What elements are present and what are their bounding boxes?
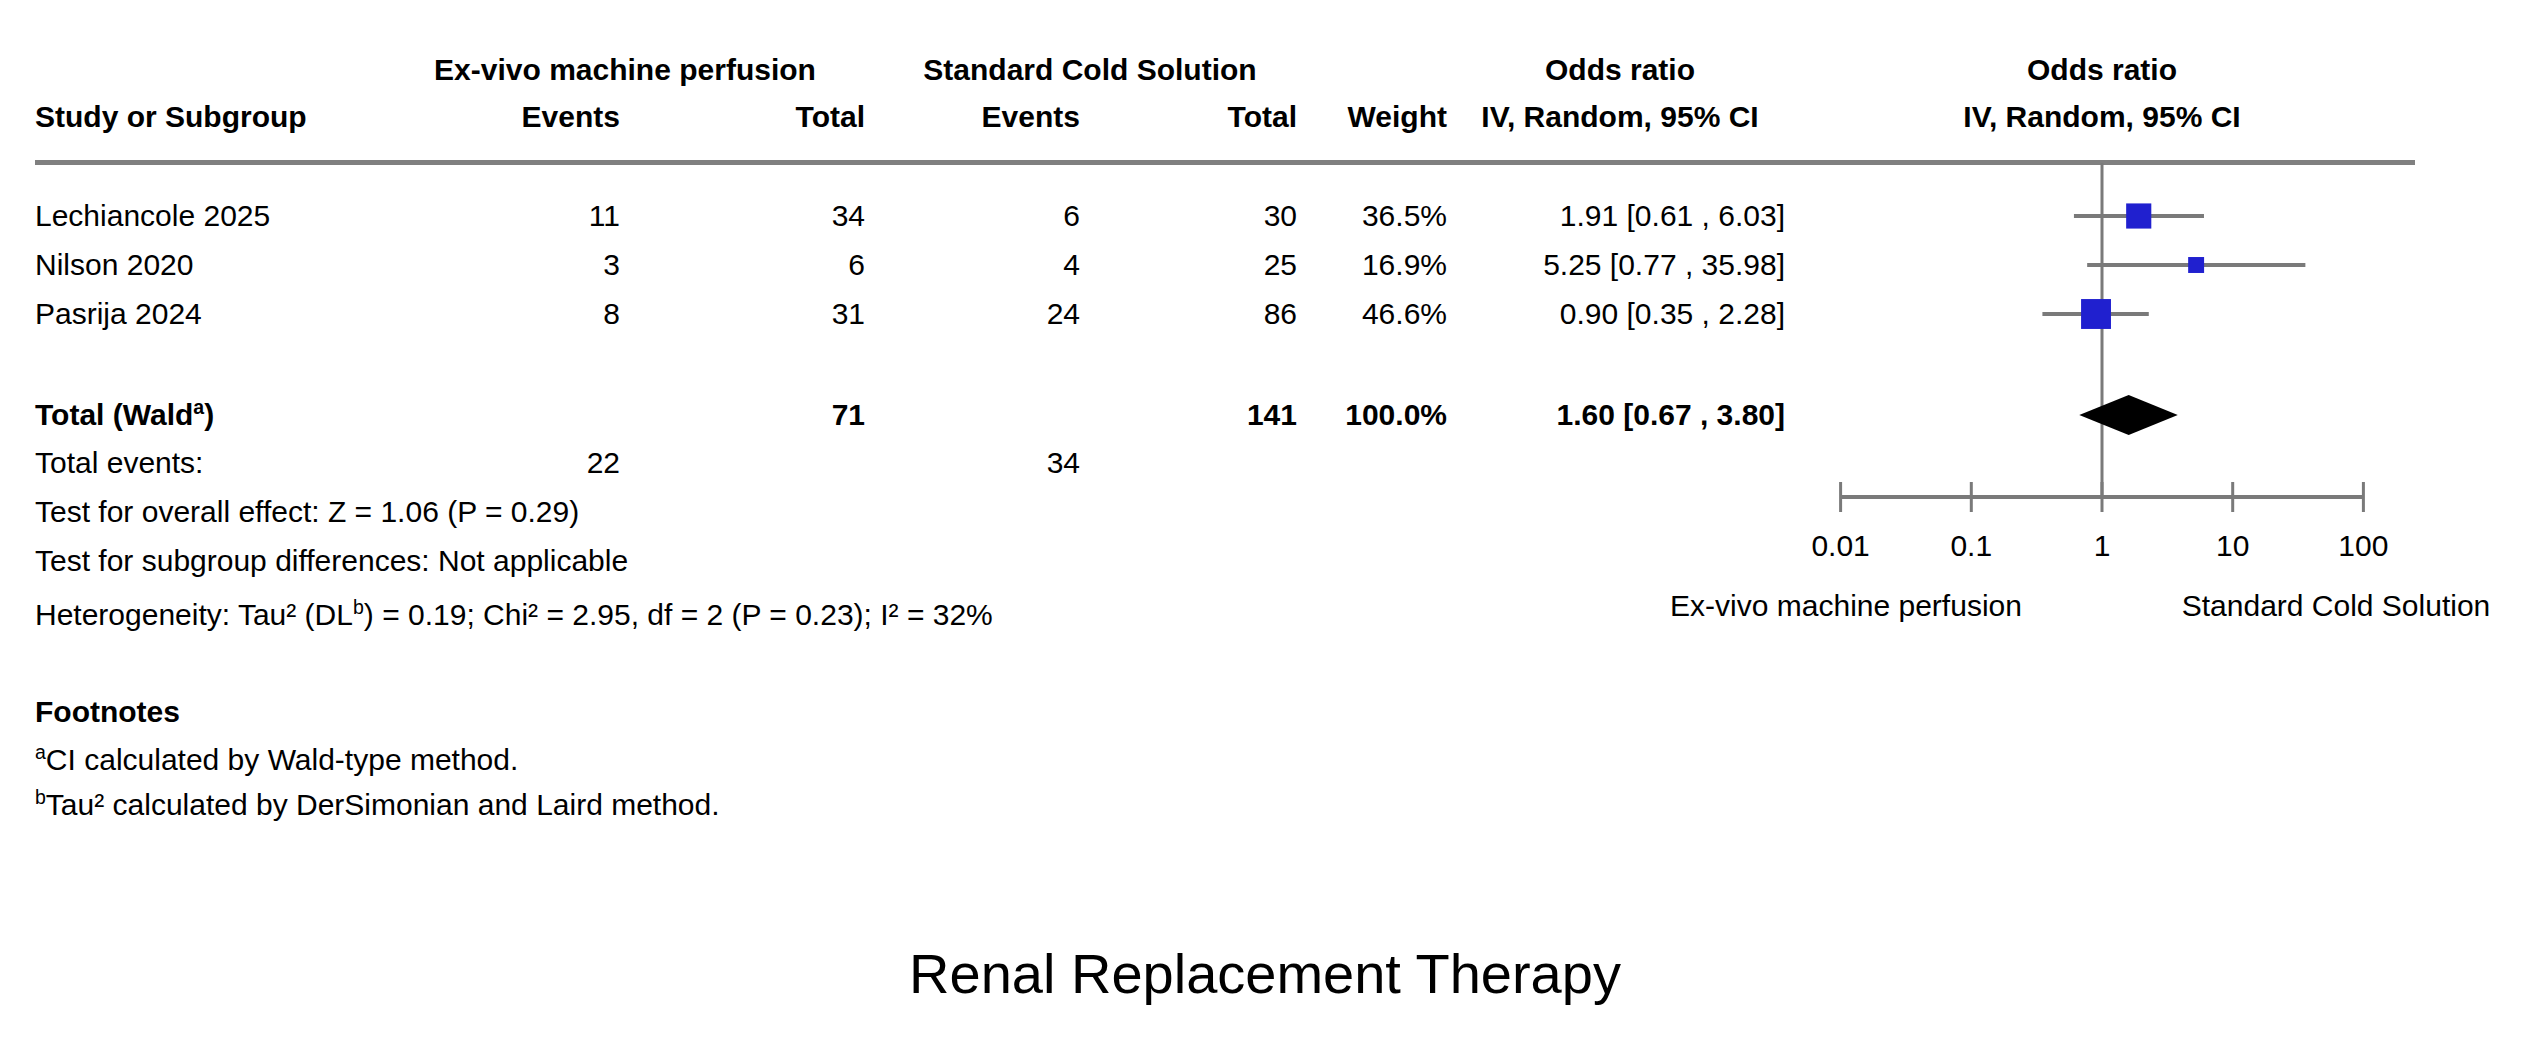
axis-left-direction-label: Ex-vivo machine perfusion <box>1670 588 2022 624</box>
axis-tick-label: 0.1 <box>1911 528 2031 564</box>
effect-marker-square <box>2081 299 2111 329</box>
axis-tick-label: 100 <box>2303 528 2423 564</box>
total-effect-diamond <box>2079 395 2178 435</box>
forest-plot-svg <box>0 0 2530 1050</box>
axis-tick-label: 1 <box>2042 528 2162 564</box>
effect-marker-square <box>2188 257 2204 273</box>
figure-title: Renal Replacement Therapy <box>0 942 2530 1006</box>
axis-tick-label: 10 <box>2173 528 2293 564</box>
effect-marker-square <box>2126 203 2151 228</box>
axis-tick-label: 0.01 <box>1781 528 1901 564</box>
forest-plot-figure: Ex-vivo machine perfusion Standard Cold … <box>0 0 2530 1050</box>
axis-right-direction-label: Standard Cold Solution <box>2182 588 2491 624</box>
